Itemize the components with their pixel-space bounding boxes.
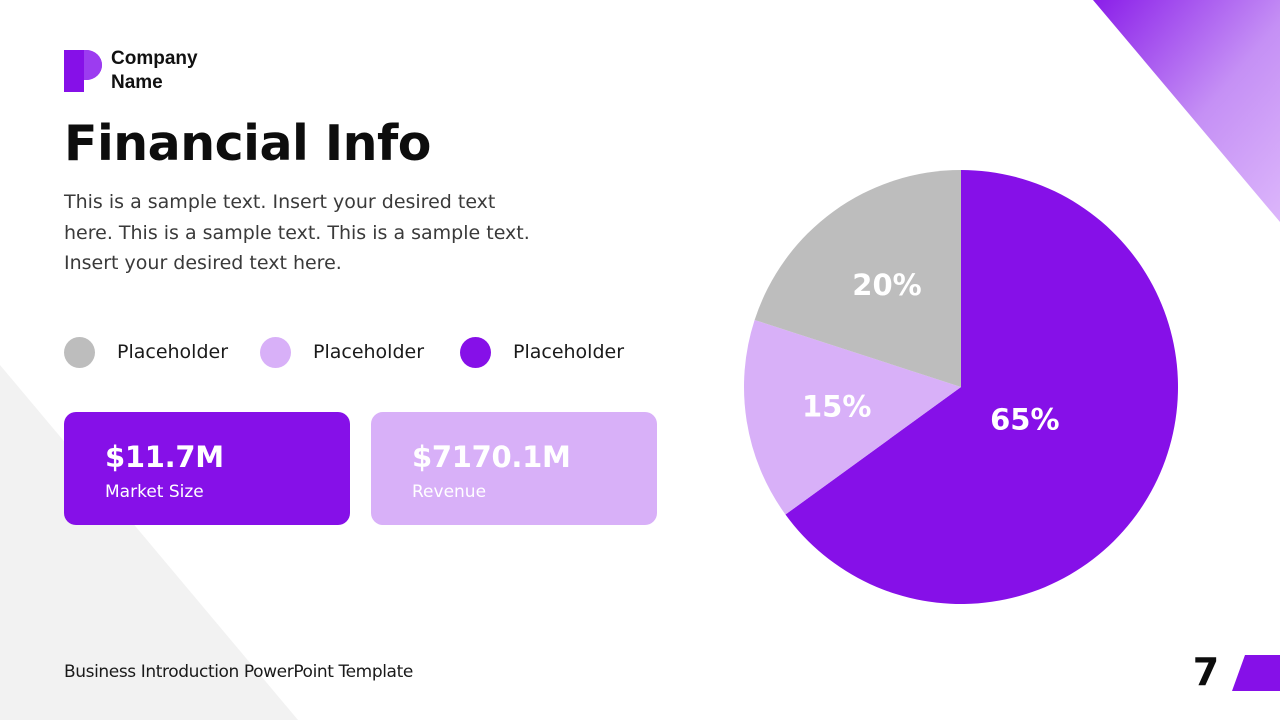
- revenue-value: $7170.1M: [412, 440, 571, 474]
- legend-label: Placeholder: [313, 341, 425, 363]
- legend-swatch-purple: [460, 336, 491, 368]
- page-number: 7: [1192, 650, 1220, 694]
- legend-swatch-gray: [64, 336, 95, 368]
- legend: Placeholder Placeholder Placeholder: [64, 336, 664, 368]
- legend-label: Placeholder: [513, 341, 625, 363]
- revenue-label: Revenue: [412, 482, 487, 502]
- slide-body-text: This is a sample text. Insert your desir…: [64, 191, 530, 274]
- letter-p-logo-icon: [64, 50, 102, 92]
- revenue-card: $7170.1M Revenue: [371, 412, 657, 525]
- pie-slice-label-0: 65%: [990, 403, 1059, 437]
- pie-slice-2: [754, 170, 961, 387]
- pie-slice-0: [785, 170, 1178, 604]
- market-size-card: $11.7M Market Size: [64, 412, 350, 525]
- legend-item-gray: Placeholder: [64, 336, 228, 368]
- market-size-label: Market Size: [105, 482, 204, 502]
- legend-item-light-purple: Placeholder: [260, 336, 424, 368]
- slide-title: Financial Info: [64, 115, 431, 172]
- legend-item-purple: Placeholder: [460, 336, 624, 368]
- company-name: Company Name: [111, 48, 198, 93]
- footer-text: Business Introduction PowerPoint Templat…: [64, 662, 413, 682]
- pie-slice-label-2: 20%: [852, 268, 921, 302]
- market-size-value: $11.7M: [105, 440, 224, 474]
- pie-slice-label-1: 15%: [802, 390, 871, 424]
- pie-slice-1: [743, 319, 961, 515]
- legend-swatch-light-purple: [260, 336, 291, 368]
- legend-label: Placeholder: [117, 341, 229, 363]
